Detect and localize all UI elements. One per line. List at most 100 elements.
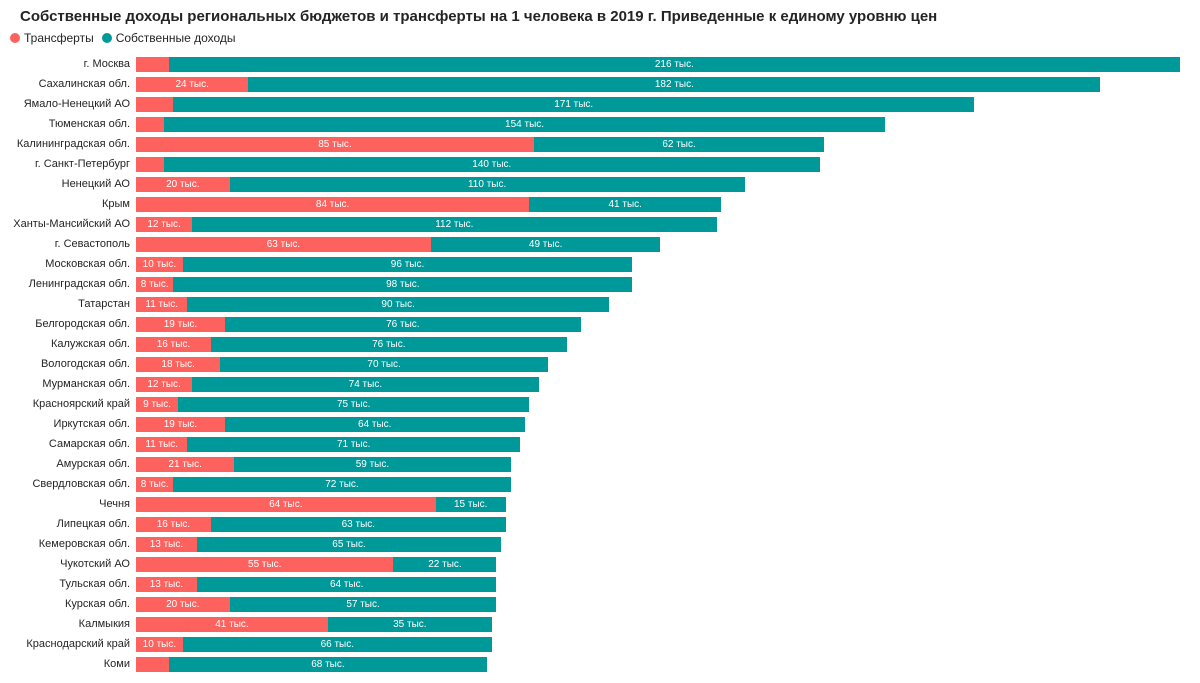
bar-segment-transfers: 10 тыс. bbox=[136, 637, 183, 652]
y-axis-label: Ханты-Мансийский АО bbox=[10, 218, 136, 230]
bar-area: 64 тыс.15 тыс. bbox=[136, 497, 1180, 512]
bar-segment-transfers: 21 тыс. bbox=[136, 457, 234, 472]
y-axis-label: Чечня bbox=[10, 498, 136, 510]
bar-area: 13 тыс.65 тыс. bbox=[136, 537, 1180, 552]
chart-row: Белгородская обл.19 тыс.76 тыс. bbox=[10, 315, 1180, 334]
y-axis-label: Чукотский АО bbox=[10, 558, 136, 570]
bar-segment-own: 63 тыс. bbox=[211, 517, 506, 532]
bar-segment-own: 15 тыс. bbox=[436, 497, 506, 512]
chart-row: Липецкая обл.16 тыс.63 тыс. bbox=[10, 515, 1180, 534]
chart-row: Калмыкия41 тыс.35 тыс. bbox=[10, 615, 1180, 634]
chart-row: г. Севастополь63 тыс.49 тыс. bbox=[10, 235, 1180, 254]
bar-area: 20 тыс.110 тыс. bbox=[136, 177, 1180, 192]
bar-segment-own: 182 тыс. bbox=[248, 77, 1100, 92]
y-axis-label: Коми bbox=[10, 658, 136, 670]
bar-segment-transfers: 8 тыс. bbox=[136, 277, 173, 292]
bar-segment-transfers bbox=[136, 57, 169, 72]
bar-area: 63 тыс.49 тыс. bbox=[136, 237, 1180, 252]
chart-row: Крым84 тыс.41 тыс. bbox=[10, 195, 1180, 214]
y-axis-label: Калмыкия bbox=[10, 618, 136, 630]
bar-area: 9 тыс.75 тыс. bbox=[136, 397, 1180, 412]
chart-row: Красноярский край9 тыс.75 тыс. bbox=[10, 395, 1180, 414]
bar-area: 16 тыс.63 тыс. bbox=[136, 517, 1180, 532]
bar-segment-transfers: 12 тыс. bbox=[136, 217, 192, 232]
bar-segment-own: 154 тыс. bbox=[164, 117, 885, 132]
bar-area: 21 тыс.59 тыс. bbox=[136, 457, 1180, 472]
bar-segment-transfers: 8 тыс. bbox=[136, 477, 173, 492]
bar-segment-own: 98 тыс. bbox=[173, 277, 632, 292]
y-axis-label: Тульская обл. bbox=[10, 578, 136, 590]
chart-row: Амурская обл.21 тыс.59 тыс. bbox=[10, 455, 1180, 474]
chart-row: Калининградская обл.85 тыс.62 тыс. bbox=[10, 135, 1180, 154]
bar-segment-transfers: 24 тыс. bbox=[136, 77, 248, 92]
bar-segment-own: 112 тыс. bbox=[192, 217, 716, 232]
y-axis-label: Красноярский край bbox=[10, 398, 136, 410]
bar-area: 19 тыс.76 тыс. bbox=[136, 317, 1180, 332]
bar-area: 13 тыс.64 тыс. bbox=[136, 577, 1180, 592]
y-axis-label: Свердловская обл. bbox=[10, 478, 136, 490]
bar-segment-transfers: 13 тыс. bbox=[136, 577, 197, 592]
y-axis-label: Мурманская обл. bbox=[10, 378, 136, 390]
bar-segment-own: 70 тыс. bbox=[220, 357, 548, 372]
bar-segment-transfers: 13 тыс. bbox=[136, 537, 197, 552]
y-axis-label: Ленинградская обл. bbox=[10, 278, 136, 290]
bar-segment-transfers: 12 тыс. bbox=[136, 377, 192, 392]
chart-row: г. Москва216 тыс. bbox=[10, 55, 1180, 74]
bar-area: 19 тыс.64 тыс. bbox=[136, 417, 1180, 432]
bar-segment-transfers: 16 тыс. bbox=[136, 517, 211, 532]
y-axis-label: Белгородская обл. bbox=[10, 318, 136, 330]
chart-row: Ненецкий АО20 тыс.110 тыс. bbox=[10, 175, 1180, 194]
chart-row: Свердловская обл.8 тыс.72 тыс. bbox=[10, 475, 1180, 494]
bar-area: 24 тыс.182 тыс. bbox=[136, 77, 1180, 92]
bar-area: 12 тыс.74 тыс. bbox=[136, 377, 1180, 392]
chart-row: Тульская обл.13 тыс.64 тыс. bbox=[10, 575, 1180, 594]
legend-item-transfers: Трансферты bbox=[10, 31, 94, 45]
y-axis-label: Сахалинская обл. bbox=[10, 78, 136, 90]
bar-segment-own: 71 тыс. bbox=[187, 437, 519, 452]
bar-segment-own: 110 тыс. bbox=[230, 177, 745, 192]
bar-segment-transfers: 19 тыс. bbox=[136, 317, 225, 332]
bar-segment-transfers bbox=[136, 97, 173, 112]
bar-segment-transfers: 63 тыс. bbox=[136, 237, 431, 252]
y-axis-label: Липецкая обл. bbox=[10, 518, 136, 530]
bar-area: 154 тыс. bbox=[136, 117, 1180, 132]
bar-segment-transfers: 10 тыс. bbox=[136, 257, 183, 272]
legend-dot-own bbox=[102, 33, 112, 43]
bar-segment-transfers bbox=[136, 657, 169, 672]
bar-segment-own: 65 тыс. bbox=[197, 537, 501, 552]
bar-segment-transfers: 20 тыс. bbox=[136, 177, 230, 192]
bar-area: 16 тыс.76 тыс. bbox=[136, 337, 1180, 352]
y-axis-label: г. Севастополь bbox=[10, 238, 136, 250]
bar-segment-own: 59 тыс. bbox=[234, 457, 510, 472]
y-axis-label: Самарская обл. bbox=[10, 438, 136, 450]
chart-row: Коми68 тыс. bbox=[10, 655, 1180, 674]
chart-row: Тюменская обл. 154 тыс. bbox=[10, 115, 1180, 134]
bar-segment-own: 90 тыс. bbox=[187, 297, 608, 312]
bar-segment-own: 41 тыс. bbox=[529, 197, 721, 212]
chart-row: Московская обл.10 тыс.96 тыс. bbox=[10, 255, 1180, 274]
chart-row: Самарская обл.11 тыс.71 тыс. bbox=[10, 435, 1180, 454]
chart-row: Татарстан11 тыс.90 тыс. bbox=[10, 295, 1180, 314]
chart-row: Вологодская обл.18 тыс.70 тыс. bbox=[10, 355, 1180, 374]
y-axis-label: г. Москва bbox=[10, 58, 136, 70]
y-axis-label: Вологодская обл. bbox=[10, 358, 136, 370]
bar-segment-transfers: 18 тыс. bbox=[136, 357, 220, 372]
chart-row: Ямало-Ненецкий АО171 тыс. bbox=[10, 95, 1180, 114]
bar-segment-own: 72 тыс. bbox=[173, 477, 510, 492]
bar-segment-own: 140 тыс. bbox=[164, 157, 819, 172]
bar-segment-own: 74 тыс. bbox=[192, 377, 538, 392]
bar-segment-transfers: 84 тыс. bbox=[136, 197, 529, 212]
y-axis-label: Тюменская обл. bbox=[10, 118, 136, 130]
bar-segment-own: 35 тыс. bbox=[328, 617, 492, 632]
y-axis-label: Калужская обл. bbox=[10, 338, 136, 350]
chart-row: Чукотский АО55 тыс.22 тыс. bbox=[10, 555, 1180, 574]
y-axis-label: Амурская обл. bbox=[10, 458, 136, 470]
bar-segment-own: 64 тыс. bbox=[197, 577, 497, 592]
y-axis-label: Крым bbox=[10, 198, 136, 210]
chart-row: г. Санкт-Петербург140 тыс. bbox=[10, 155, 1180, 174]
y-axis-label: Ямало-Ненецкий АО bbox=[10, 98, 136, 110]
chart-row: Ханты-Мансийский АО12 тыс.112 тыс. bbox=[10, 215, 1180, 234]
chart-row: Калужская обл.16 тыс.76 тыс. bbox=[10, 335, 1180, 354]
bar-segment-transfers: 19 тыс. bbox=[136, 417, 225, 432]
bar-segment-transfers bbox=[136, 157, 164, 172]
